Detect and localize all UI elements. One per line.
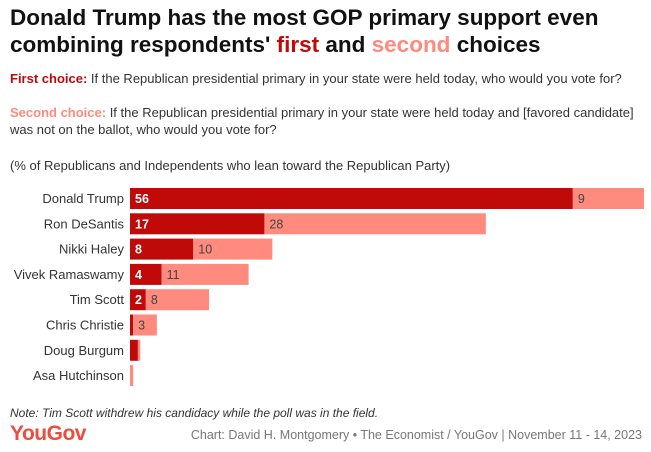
second-choice-value: 3 <box>138 319 145 333</box>
first-choice-value: 8 <box>135 243 142 257</box>
first-choice-bar <box>130 314 134 336</box>
category-label: Tim Scott <box>70 292 125 307</box>
first-choice-bar <box>130 339 138 361</box>
first-choice-bar <box>130 188 573 209</box>
second-choice-value: 11 <box>167 268 180 282</box>
second-choice-bar <box>130 365 134 387</box>
first-choice-question: First choice: If the Republican presiden… <box>10 71 622 86</box>
chart-title: Donald Trump has the most GOP primary su… <box>10 5 599 57</box>
category-label: Ron DeSantis <box>44 216 125 231</box>
second-choice-value: 10 <box>198 243 212 257</box>
first-choice-value: 56 <box>135 192 149 206</box>
second-choice-bar <box>264 213 486 235</box>
second-choice-value: 9 <box>578 192 585 206</box>
second-choice-bar <box>145 289 210 311</box>
category-label: Donald Trump <box>42 191 124 206</box>
chart-note: Note: Tim Scott withdrew his candidacy w… <box>10 406 379 420</box>
second-choice-bar <box>133 314 157 336</box>
first-choice-value: 4 <box>135 268 142 282</box>
first-choice-bar <box>130 263 162 285</box>
chart-subtitle: (% of Republicans and Independents who l… <box>10 158 451 173</box>
category-label: Doug Burgum <box>44 343 124 358</box>
first-choice-bar <box>130 289 146 311</box>
second-choice-bar <box>137 339 141 361</box>
second-choice-bar <box>572 188 644 209</box>
category-label: Asa Hutchinson <box>33 368 124 383</box>
second-choice-question: Second choice: If the Republican preside… <box>10 105 634 137</box>
yougov-logo: YouGov <box>10 422 86 445</box>
category-label: Nikki Haley <box>59 242 125 257</box>
first-choice-bar <box>130 238 194 260</box>
first-choice-bar <box>130 213 265 235</box>
category-label: Chris Christie <box>46 318 124 333</box>
first-choice-value: 2 <box>135 293 142 307</box>
second-choice-value: 8 <box>151 293 158 307</box>
chart-credit: Chart: David H. Montgomery • The Economi… <box>190 428 642 442</box>
second-choice-bar <box>161 263 249 285</box>
first-choice-value: 17 <box>135 217 149 231</box>
second-choice-value: 28 <box>269 217 283 231</box>
second-choice-bar <box>193 238 273 260</box>
category-label: Vivek Ramaswamy <box>14 267 125 282</box>
